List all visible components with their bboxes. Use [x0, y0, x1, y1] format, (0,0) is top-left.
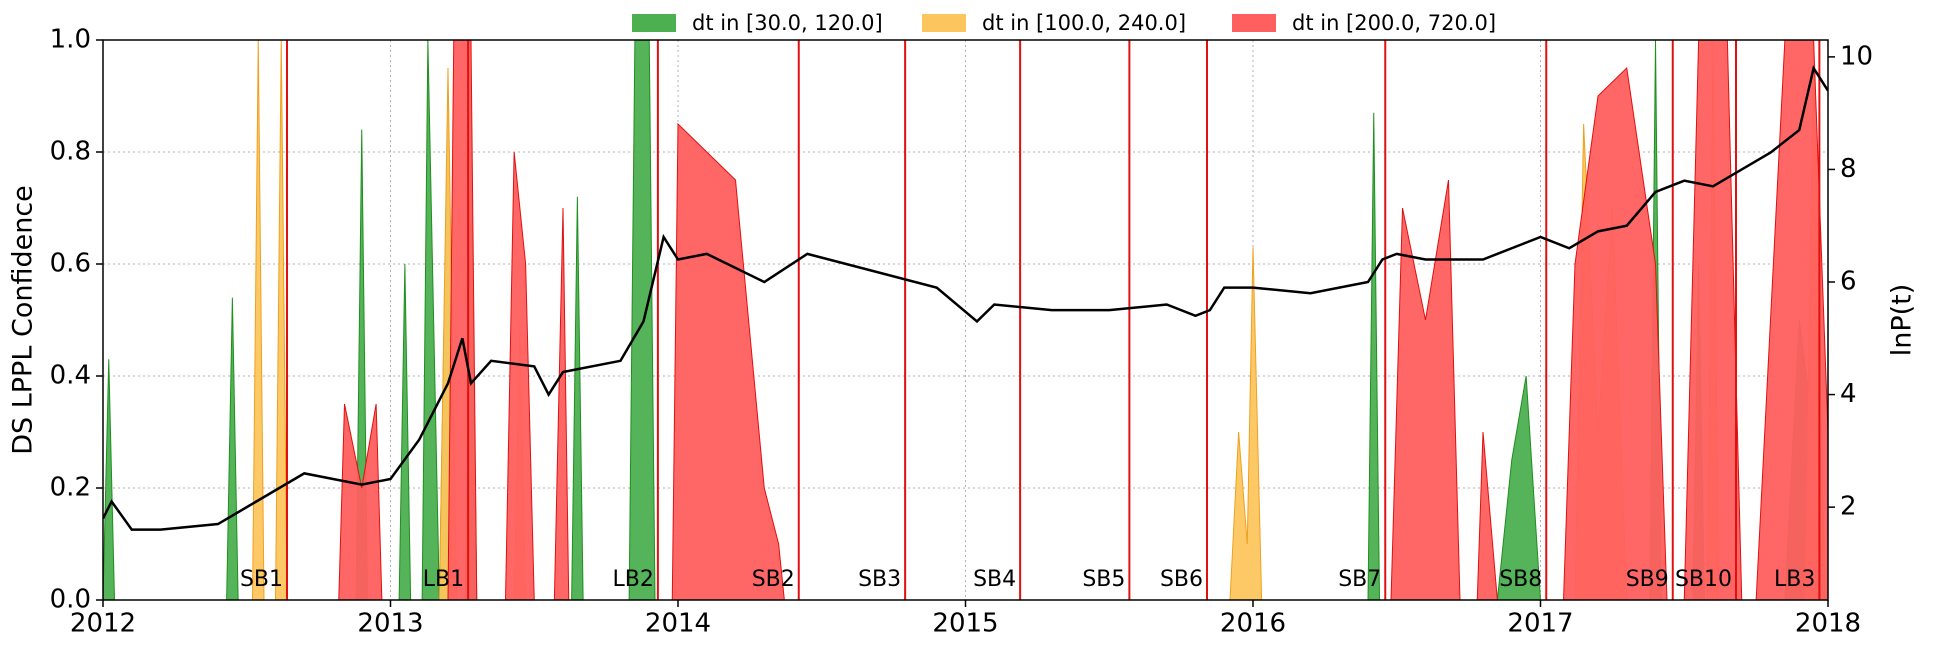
event-label: SB5: [1082, 567, 1125, 592]
y-axis-label: DS LPPL Confidence: [8, 185, 39, 455]
event-label: SB3: [858, 567, 901, 592]
event-label: LB1: [423, 567, 464, 592]
y-tick-label: 0.4: [50, 361, 91, 391]
y-tick-label: 0.6: [50, 249, 91, 279]
x-tick-label: 2013: [357, 609, 423, 639]
legend-swatch: [1232, 14, 1276, 32]
x-tick-label: 2015: [932, 609, 998, 639]
x-tick-label: 2016: [1220, 609, 1286, 639]
event-label: SB4: [973, 567, 1016, 592]
y2-tick-label: 6: [1840, 267, 1857, 297]
y-tick-label: 0.8: [50, 137, 91, 167]
legend-swatch: [632, 14, 676, 32]
event-label: SB7: [1338, 567, 1381, 592]
y2-tick-label: 10: [1840, 41, 1873, 71]
event-label: SB8: [1499, 567, 1542, 592]
legend-swatch: [922, 14, 966, 32]
y-tick-label: 0.0: [50, 585, 91, 615]
price-line: [103, 64, 1828, 531]
event-label: SB6: [1160, 567, 1203, 592]
event-label: SB2: [752, 567, 795, 592]
legend-label: dt in [100.0, 240.0]: [982, 11, 1186, 35]
y2-tick-label: 4: [1840, 379, 1857, 409]
y2-tick-label: 2: [1840, 492, 1857, 522]
y-tick-label: 1.0: [50, 25, 91, 55]
x-tick-label: 2012: [70, 609, 136, 639]
event-label: LB2: [613, 567, 654, 592]
event-label: SB10: [1675, 567, 1732, 592]
legend-label: dt in [200.0, 720.0]: [1292, 11, 1496, 35]
y2-axis-label: lnP(t): [1887, 284, 1918, 357]
x-tick-label: 2017: [1507, 609, 1573, 639]
y2-tick-label: 8: [1840, 154, 1857, 184]
legend-label: dt in [30.0, 120.0]: [692, 11, 883, 35]
event-label: SB9: [1626, 567, 1669, 592]
event-label: SB1: [240, 567, 283, 592]
event-label: LB3: [1774, 567, 1815, 592]
y-tick-label: 0.2: [50, 473, 91, 503]
confidence-area: [338, 40, 1828, 600]
x-tick-label: 2014: [645, 609, 711, 639]
plot-frame: [102, 39, 1829, 601]
x-tick-label: 2018: [1795, 609, 1861, 639]
